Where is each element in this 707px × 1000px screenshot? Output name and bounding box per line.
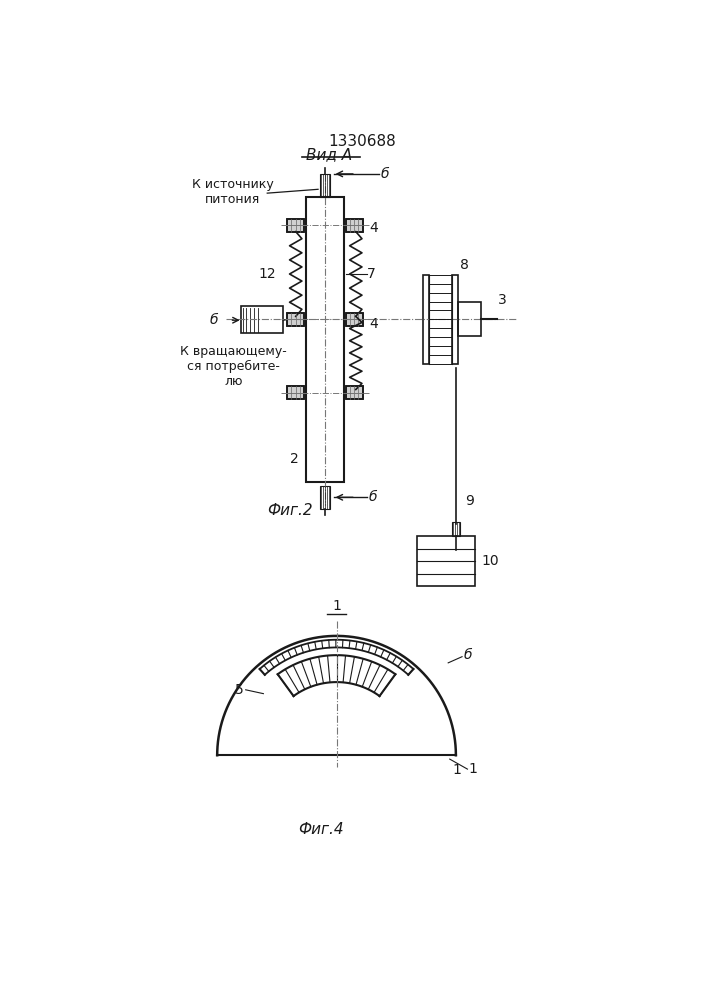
Text: 1330688: 1330688 (328, 134, 396, 149)
Bar (320, 486, 330, 509)
Text: б: б (209, 313, 218, 327)
Bar (287, 313, 304, 326)
Bar (346, 219, 363, 232)
Text: б: б (369, 490, 378, 504)
Text: 9: 9 (465, 494, 474, 508)
Text: б: б (380, 167, 389, 181)
Bar (423, 275, 429, 364)
Text: 3: 3 (498, 293, 507, 307)
Text: б: б (464, 648, 472, 662)
Text: Фиг.4: Фиг.4 (298, 822, 344, 837)
Bar (417, 536, 475, 586)
Bar (287, 219, 304, 232)
Text: Вид А: Вид А (306, 147, 352, 162)
Bar (452, 275, 458, 364)
Bar (346, 386, 363, 399)
Bar (320, 174, 330, 197)
Text: 12: 12 (259, 267, 276, 281)
Bar (346, 313, 363, 326)
Bar (287, 386, 304, 399)
Text: 5: 5 (235, 683, 244, 697)
Text: К источнику
питония: К источнику питония (192, 178, 274, 206)
Bar (346, 386, 363, 399)
Text: К вращающему-
ся потребите-
лю: К вращающему- ся потребите- лю (180, 345, 287, 388)
Text: 1: 1 (452, 763, 461, 777)
Text: 4: 4 (370, 317, 378, 331)
Bar (287, 313, 304, 326)
Bar (346, 313, 363, 326)
Text: Фиг.2: Фиг.2 (267, 503, 313, 518)
Bar (241, 306, 284, 333)
Text: 4: 4 (370, 221, 378, 235)
Text: 7: 7 (368, 267, 376, 281)
Bar (452, 522, 460, 536)
Text: 8: 8 (460, 258, 469, 272)
Text: 10: 10 (481, 554, 499, 568)
Text: 1: 1 (468, 762, 477, 776)
Bar (458, 302, 481, 336)
Text: 2: 2 (290, 452, 298, 466)
Bar (287, 386, 304, 399)
Bar (305, 197, 344, 482)
Bar (287, 219, 304, 232)
Bar (346, 219, 363, 232)
Text: 1: 1 (332, 599, 341, 613)
